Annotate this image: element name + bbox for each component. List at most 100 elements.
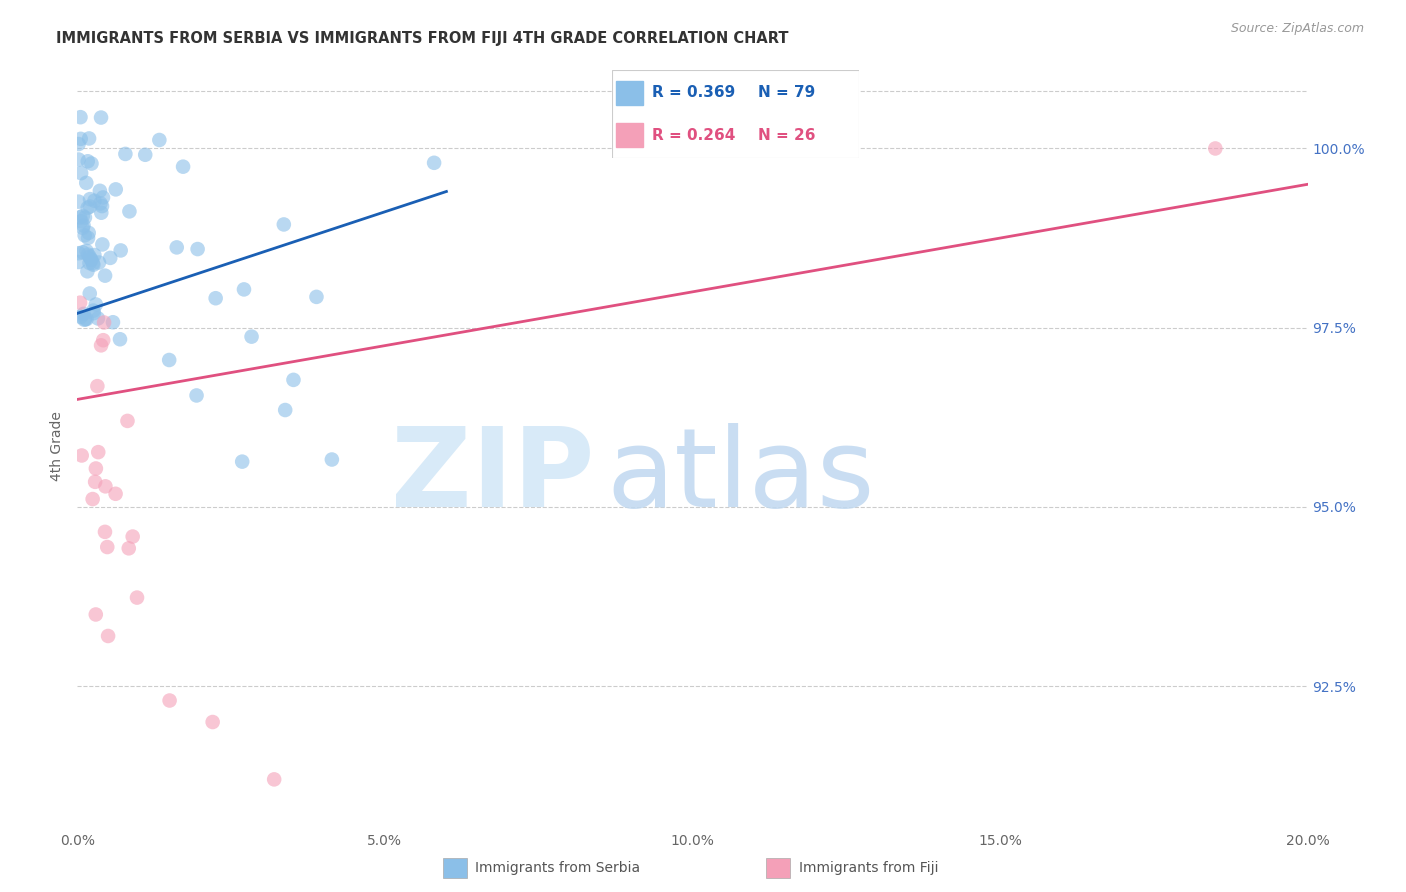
- Y-axis label: 4th Grade: 4th Grade: [51, 411, 65, 481]
- Point: [69, 211, 91, 225]
- Point: [84, 475, 107, 489]
- Point: [87, 445, 110, 459]
- Point: [84, 297, 107, 311]
- Point: [110, 244, 132, 258]
- Point: [75, 312, 97, 326]
- Text: ZIP: ZIP: [391, 423, 595, 530]
- Point: [94, 268, 117, 283]
- Point: [82, 303, 104, 318]
- Point: [423, 156, 446, 170]
- Point: [83, 248, 105, 262]
- Point: [108, 332, 131, 346]
- Point: [97, 629, 120, 643]
- Text: Immigrants from Fiji: Immigrants from Fiji: [799, 861, 938, 875]
- Point: [76, 201, 98, 215]
- Point: [79, 256, 101, 270]
- Point: [157, 353, 180, 368]
- Point: [91, 190, 114, 204]
- Point: [72, 245, 94, 260]
- Point: [86, 379, 108, 393]
- Point: [89, 184, 111, 198]
- Point: [321, 452, 343, 467]
- Point: [83, 306, 105, 320]
- Point: [75, 176, 97, 190]
- Point: [186, 388, 208, 402]
- Point: [263, 772, 285, 787]
- Point: [90, 111, 112, 125]
- Point: [148, 133, 170, 147]
- Point: [69, 295, 91, 310]
- Point: [273, 218, 295, 232]
- Point: [118, 204, 141, 219]
- Point: [94, 479, 117, 493]
- Point: [69, 132, 91, 146]
- Point: [80, 252, 103, 267]
- Point: [93, 316, 115, 330]
- Point: [233, 282, 256, 296]
- Point: [94, 524, 117, 539]
- Point: [104, 487, 127, 501]
- Point: [83, 194, 105, 208]
- Point: [73, 228, 96, 243]
- Point: [104, 182, 127, 196]
- Text: Immigrants from Serbia: Immigrants from Serbia: [475, 861, 640, 875]
- Point: [231, 455, 253, 469]
- Point: [80, 252, 103, 267]
- Point: [76, 312, 98, 326]
- Point: [73, 211, 96, 225]
- Point: [72, 219, 94, 233]
- Point: [72, 307, 94, 321]
- Point: [82, 491, 104, 506]
- Point: [87, 255, 110, 269]
- Point: [166, 240, 188, 254]
- Point: [96, 540, 118, 554]
- Point: [118, 541, 141, 556]
- Point: [91, 237, 114, 252]
- Point: [121, 530, 143, 544]
- Point: [70, 166, 93, 180]
- Point: [69, 310, 91, 324]
- Point: [125, 591, 148, 605]
- Point: [70, 214, 93, 228]
- Point: [67, 246, 90, 260]
- Point: [187, 242, 209, 256]
- Point: [90, 205, 112, 219]
- Point: [114, 147, 136, 161]
- Point: [283, 373, 305, 387]
- Point: [134, 148, 156, 162]
- Point: [76, 264, 98, 278]
- Point: [77, 247, 100, 261]
- Point: [67, 153, 90, 167]
- Point: [69, 110, 91, 124]
- Point: [87, 311, 110, 326]
- Text: Source: ZipAtlas.com: Source: ZipAtlas.com: [1230, 22, 1364, 36]
- Point: [70, 449, 93, 463]
- Point: [77, 131, 100, 145]
- Point: [73, 312, 96, 326]
- Point: [72, 209, 94, 223]
- Point: [117, 414, 139, 428]
- Point: [79, 192, 101, 206]
- Point: [82, 256, 104, 270]
- Point: [67, 255, 90, 269]
- Point: [91, 333, 114, 347]
- Point: [201, 714, 224, 729]
- Point: [98, 251, 121, 265]
- Point: [79, 286, 101, 301]
- Point: [84, 461, 107, 475]
- Point: [101, 315, 124, 329]
- Point: [82, 258, 104, 272]
- Point: [204, 291, 226, 305]
- Point: [84, 607, 107, 622]
- Point: [72, 220, 94, 235]
- Point: [77, 226, 100, 240]
- Point: [90, 338, 112, 352]
- Text: atlas: atlas: [606, 423, 875, 530]
- Point: [77, 231, 100, 245]
- Point: [240, 329, 263, 343]
- Point: [172, 160, 194, 174]
- Point: [79, 200, 101, 214]
- Point: [79, 250, 101, 264]
- Point: [67, 136, 90, 151]
- Point: [89, 196, 111, 211]
